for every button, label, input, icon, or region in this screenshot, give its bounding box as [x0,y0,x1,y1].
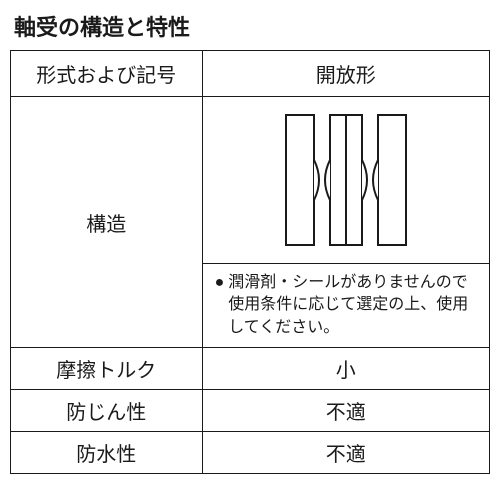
table-row-dust: 防じん性 不適 [11,390,490,432]
bearing-cross-section-icon [276,105,416,255]
table-row-structure-diagram: 構造 [11,97,490,264]
bullet-icon: ● [215,272,225,294]
header-open-type: 開放形 [202,51,489,97]
header-format: 形式および記号 [11,51,203,97]
value-water: 不適 [202,432,489,474]
page-title: 軸受の構造と特性 [10,10,490,42]
value-friction: 小 [202,348,489,390]
value-dust: 不適 [202,390,489,432]
table-row-water: 防水性 不適 [11,432,490,474]
label-dust: 防じん性 [11,390,203,432]
table-header-row: 形式および記号 開放形 [11,51,490,97]
bearing-diagram-cell [202,97,489,264]
note-text: 潤滑剤・シールがありませんので使用条件に応じて選定の上、使用してください。 [228,272,477,339]
table-row-friction: 摩擦トルク 小 [11,348,490,390]
note-bullet-line: ● 潤滑剤・シールがありませんので使用条件に応じて選定の上、使用してください。 [215,272,477,339]
spec-table: 形式および記号 開放形 構造 [10,50,490,474]
label-water: 防水性 [11,432,203,474]
label-friction: 摩擦トルク [11,348,203,390]
label-structure: 構造 [11,97,203,348]
structure-note: ● 潤滑剤・シールがありませんので使用条件に応じて選定の上、使用してください。 [202,264,489,348]
